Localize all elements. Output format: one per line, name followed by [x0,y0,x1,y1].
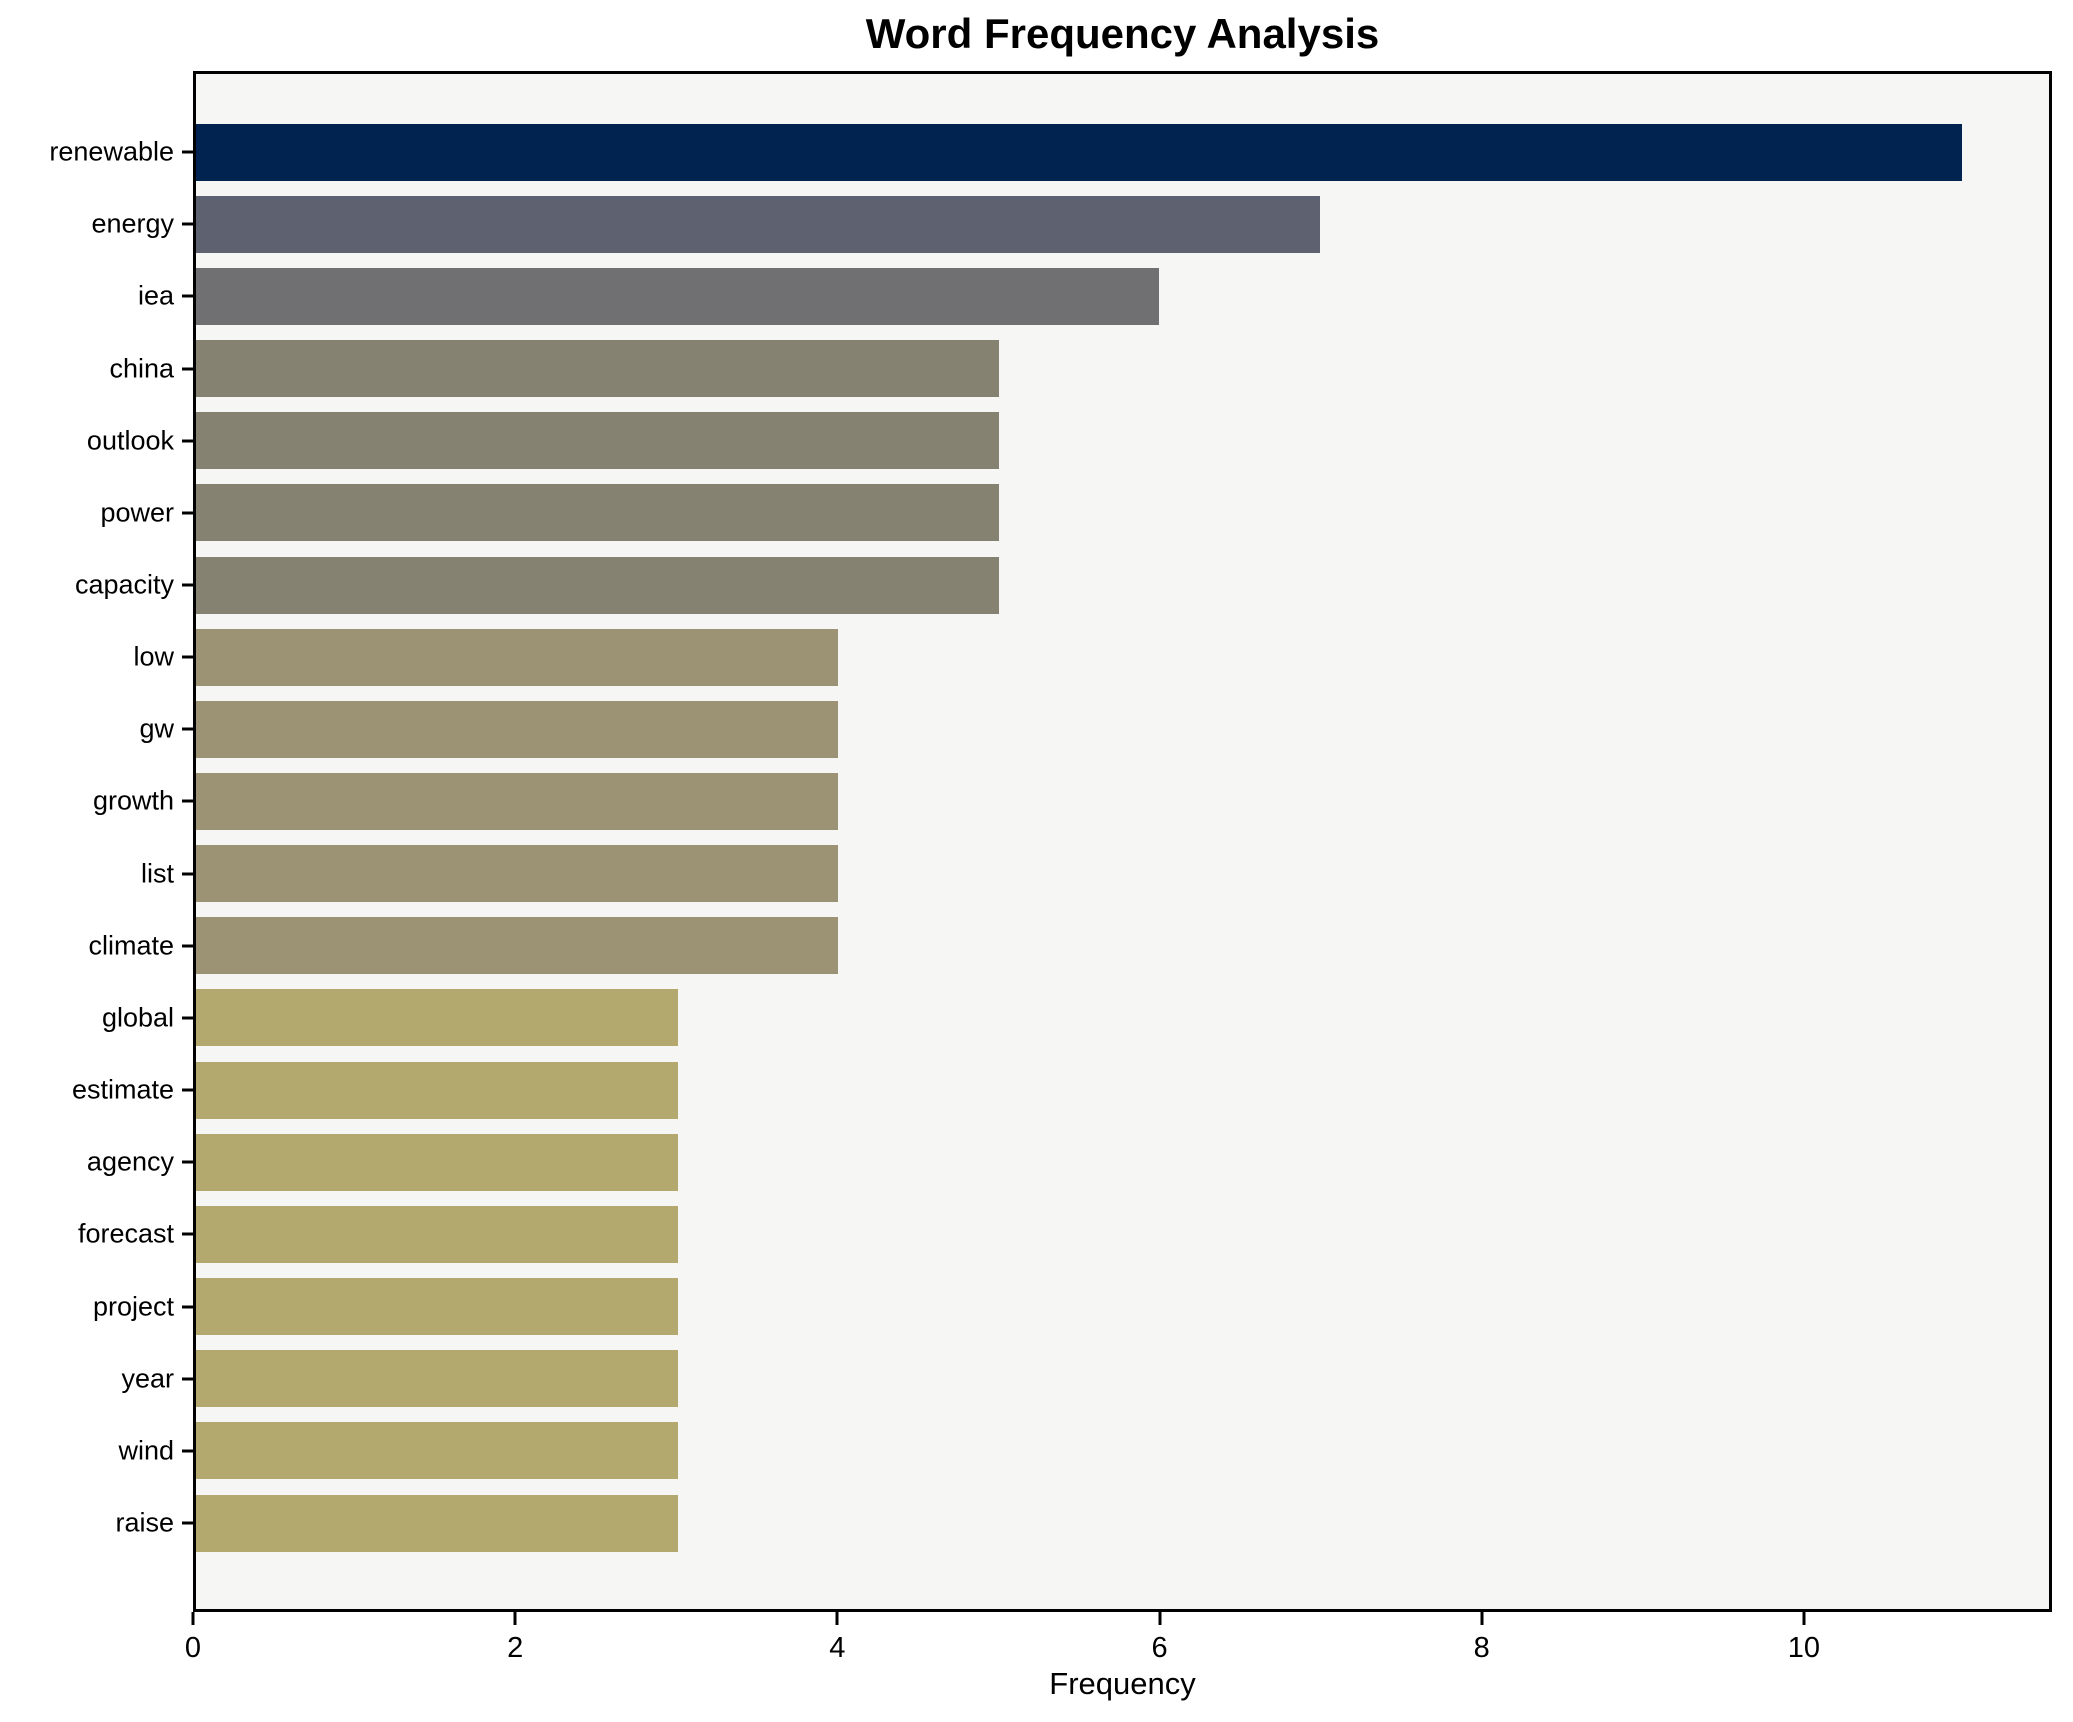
y-tick-mark [182,872,193,876]
y-tick-label-climate: climate [88,930,174,961]
y-tick-mark [182,727,193,731]
bar-row-renewable: renewable [49,116,2049,188]
bar-raise [196,1494,678,1552]
y-tick-label-year: year [121,1363,174,1394]
y-tick-mark [182,1088,193,1092]
y-tick-label-renewable: renewable [49,136,174,167]
plot-area: renewable energy iea china outlook power capac… [49,71,2052,1612]
y-tick-label-list: list [141,858,174,889]
x-tick-mark [1802,1612,1806,1625]
y-tick-mark [182,1160,193,1164]
x-axis: 0 2 4 6 8 10 [185,1612,2052,1692]
bar-iea [196,267,1160,325]
bar-energy [196,195,1320,253]
bar-climate [196,917,839,975]
bar-row-wind: wind [118,1415,2049,1487]
bar-row-low: low [133,621,2049,693]
x-tick-mark [513,1612,517,1625]
bar-list [196,845,839,903]
y-tick-mark [182,583,193,587]
y-tick-mark [182,1521,193,1525]
bar-growth [196,772,839,830]
bar-row-outlook: outlook [87,405,2049,477]
x-tick-label: 8 [1473,1632,1490,1664]
bar-renewable [196,123,1963,181]
y-tick-label-energy: energy [91,208,174,239]
y-tick-mark [182,1016,193,1020]
bar-outlook [196,412,999,470]
x-axis-label: Frequency [1049,1666,1196,1701]
bar-china [196,340,999,398]
x-tick-label: 10 [1787,1632,1821,1664]
y-tick-mark [182,222,193,226]
bar-row-raise: raise [115,1487,2049,1559]
y-tick-mark [182,1305,193,1309]
bar-low [196,628,839,686]
x-tick-label: 2 [507,1632,524,1664]
y-tick-label-forecast: forecast [77,1218,174,1249]
bar-wind [196,1422,678,1480]
y-tick-label-gw: gw [139,713,174,744]
y-tick-mark [182,367,193,371]
y-tick-mark [182,944,193,948]
bar-row-estimate: estimate [72,1054,2049,1126]
y-tick-mark [182,1449,193,1453]
bar-estimate [196,1061,678,1119]
y-tick-mark [182,655,193,659]
x-tick-mark [191,1612,195,1625]
bar-row-climate: climate [88,910,2049,982]
bar-row-growth: growth [93,765,2049,837]
bar-agency [196,1133,678,1191]
y-tick-label-capacity: capacity [74,569,174,600]
y-tick-mark [182,150,193,154]
y-tick-label-global: global [101,1002,174,1033]
y-tick-label-iea: iea [137,280,174,311]
bar-forecast [196,1205,678,1263]
x-tick-label: 0 [184,1632,202,1664]
bar-row-agency: agency [87,1126,2049,1198]
bar-power [196,484,999,542]
y-tick-label-low: low [133,641,174,672]
y-tick-mark [182,1377,193,1381]
bar-capacity [196,556,999,614]
y-tick-label-agency: agency [86,1146,174,1177]
x-tick-mark [1158,1612,1162,1625]
y-tick-mark [182,799,193,803]
bars-container: renewable energy iea china outlook power capac… [49,74,2049,1609]
y-tick-label-growth: growth [92,785,174,816]
chart-title: Word Frequency Analysis [865,10,1380,57]
y-tick-label-china: china [109,353,174,384]
bar-row-forecast: forecast [78,1198,2049,1270]
y-tick-label-outlook: outlook [86,425,174,456]
y-tick-label-raise: raise [115,1507,174,1538]
bar-row-capacity: capacity [75,549,2049,621]
bar-row-global: global [102,982,2049,1054]
y-tick-label-power: power [100,497,174,528]
bar-row-power: power [100,477,2049,549]
y-tick-mark [182,511,193,515]
bar-row-year: year [121,1343,2049,1415]
bar-row-list: list [141,838,2049,910]
y-tick-label-project: project [92,1291,174,1322]
x-tick-label: 6 [1151,1632,1168,1664]
y-tick-mark [182,439,193,443]
bar-global [196,989,678,1047]
y-tick-label-estimate: estimate [71,1074,174,1105]
y-tick-mark [182,1232,193,1236]
bar-project [196,1278,678,1336]
y-tick-mark [182,294,193,298]
x-tick-mark [835,1612,839,1625]
bar-row-china: china [109,332,2049,404]
x-tick-label: 4 [829,1632,846,1664]
bar-row-project: project [93,1271,2049,1343]
x-tick-mark [1480,1612,1484,1625]
y-tick-label-wind: wind [118,1435,174,1466]
bar-row-iea: iea [138,260,2049,332]
bar-gw [196,700,839,758]
bar-row-gw: gw [139,693,2049,765]
bar-row-energy: energy [91,188,2049,260]
bar-year [196,1350,678,1408]
